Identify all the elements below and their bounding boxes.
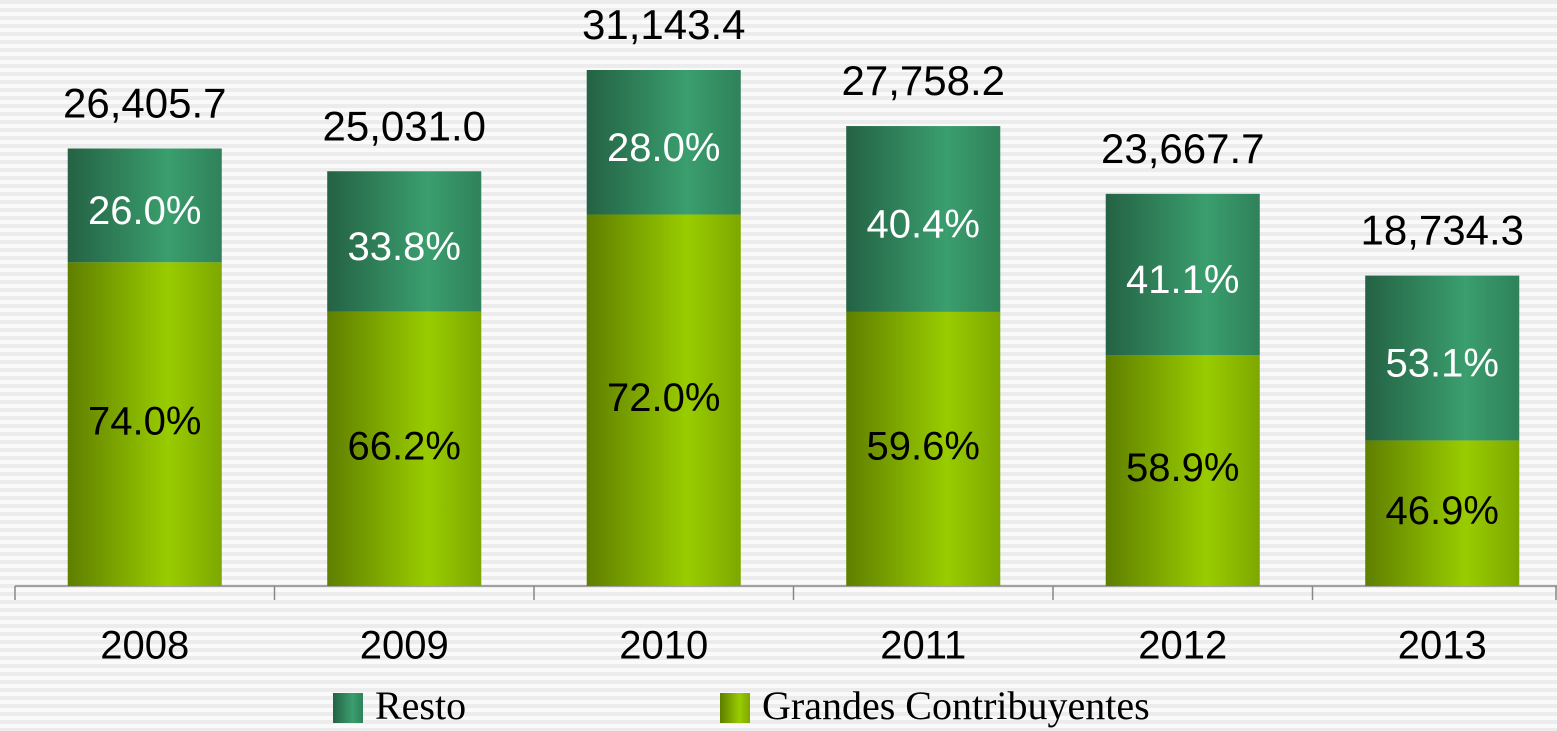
bar-shade	[1365, 275, 1520, 441]
legend-label: Grandes Contribuyentes	[762, 683, 1150, 728]
segment-label: 72.0%	[607, 376, 720, 420]
segment-label: 33.8%	[348, 225, 461, 269]
total-label: 27,758.2	[842, 57, 1006, 104]
x-tick-label: 2013	[1398, 624, 1487, 668]
bar-shade	[327, 171, 482, 312]
bar-shade	[586, 214, 741, 587]
segment-label: 66.2%	[348, 424, 461, 468]
bar-shade	[1105, 355, 1260, 586]
bar-shade	[1105, 193, 1260, 356]
x-tick-label: 2009	[360, 624, 449, 668]
segment-label: 28.0%	[607, 126, 720, 170]
total-label: 18,734.3	[1361, 207, 1525, 254]
total-label: 23,667.7	[1101, 125, 1265, 172]
bar-shade	[327, 311, 482, 586]
segment-label: 26.0%	[88, 189, 201, 233]
segment-label: 74.0%	[88, 400, 201, 444]
legend-label: Resto	[375, 683, 466, 728]
x-tick-label: 2008	[100, 624, 189, 668]
segment-label: 53.1%	[1386, 342, 1499, 386]
bar-shade	[846, 311, 1001, 586]
total-label: 25,031.0	[323, 102, 487, 149]
total-label: 26,405.7	[63, 80, 227, 127]
segment-label: 59.6%	[867, 425, 980, 469]
segment-label: 41.1%	[1126, 258, 1239, 302]
legend-swatch-shade	[333, 693, 363, 723]
bar-shade	[67, 262, 222, 586]
total-label: 31,143.4	[582, 1, 746, 48]
x-tick-label: 2012	[1138, 624, 1227, 668]
x-tick-label: 2010	[619, 624, 708, 668]
bar-shade	[1365, 440, 1520, 586]
bar-shade	[586, 70, 741, 215]
segment-label: 40.4%	[867, 203, 980, 247]
segment-label: 58.9%	[1126, 446, 1239, 490]
segment-label: 46.9%	[1386, 489, 1499, 533]
bar-shade	[67, 148, 222, 263]
legend-swatch-shade	[720, 693, 750, 723]
bar-shade	[846, 126, 1001, 312]
x-tick-label: 2011	[880, 624, 966, 668]
